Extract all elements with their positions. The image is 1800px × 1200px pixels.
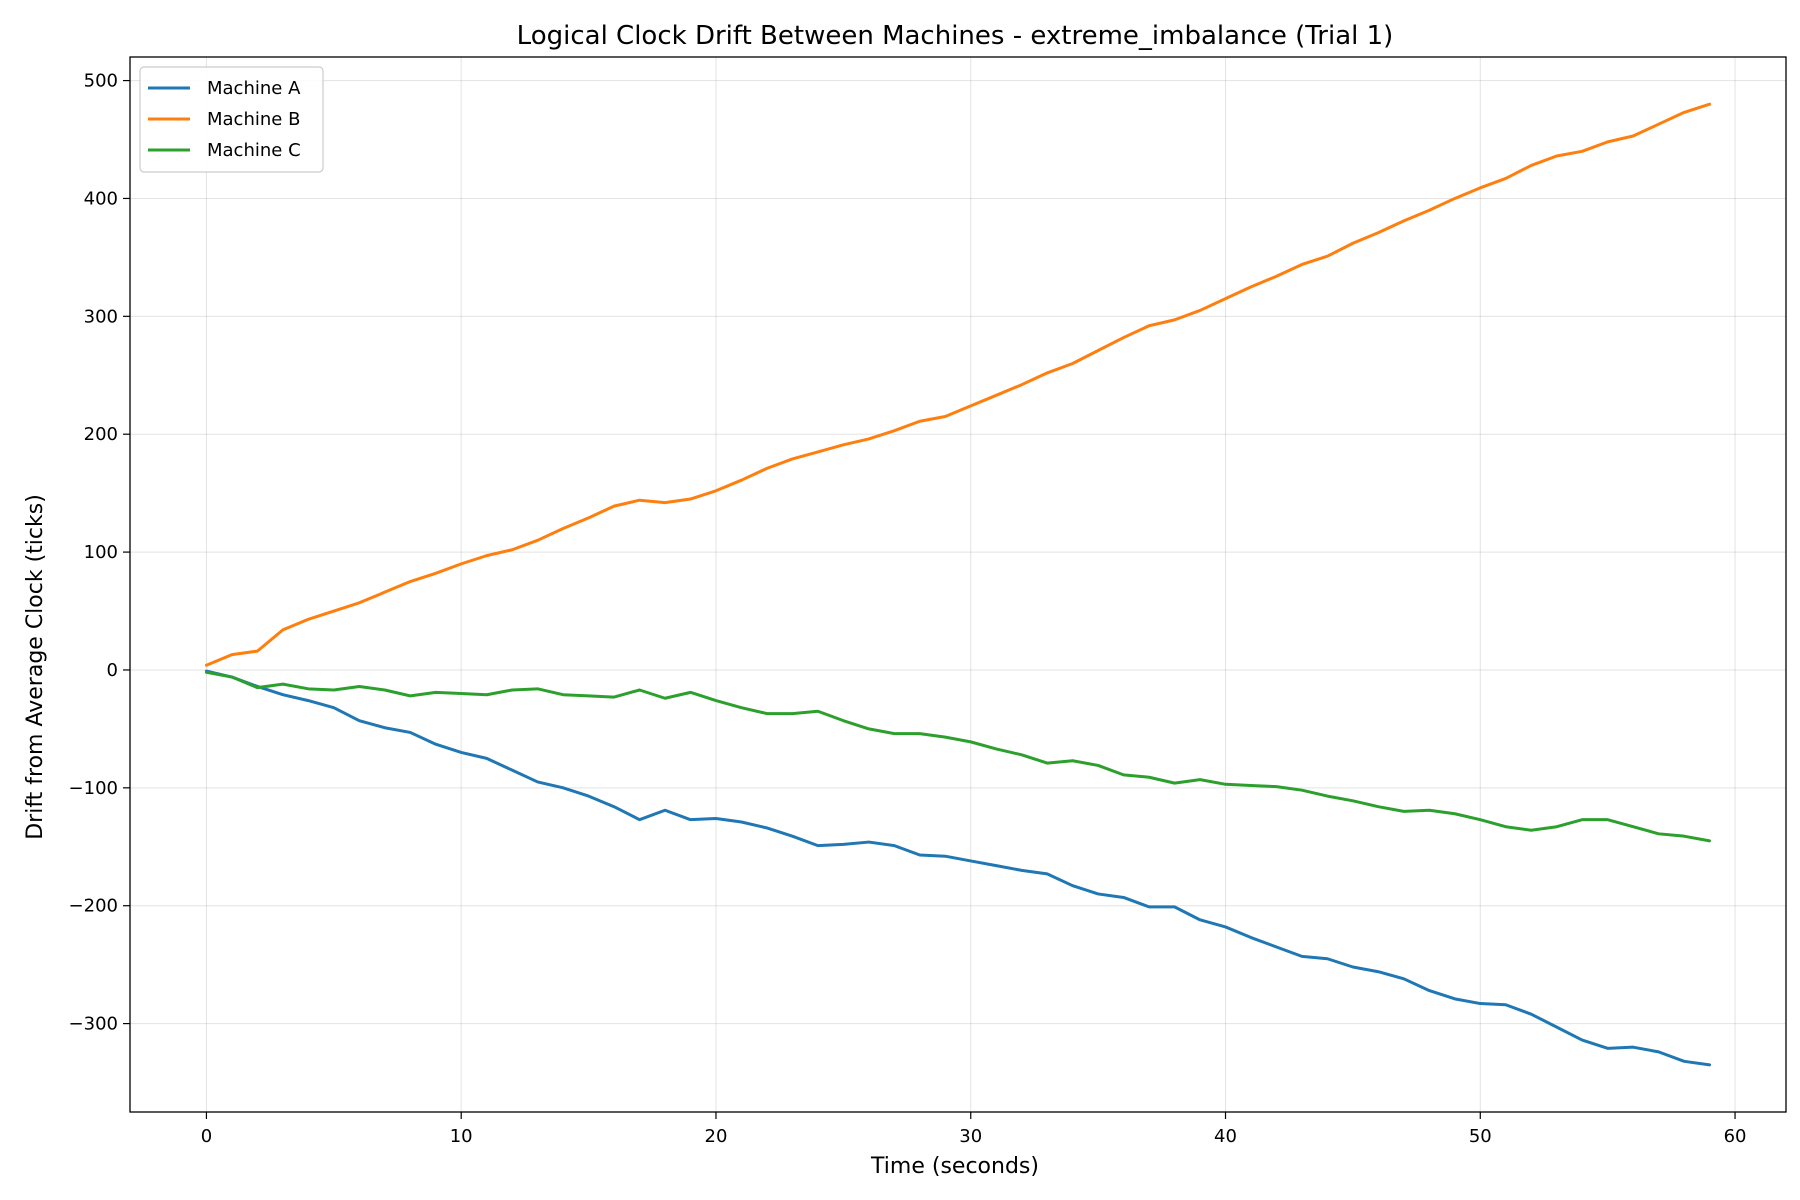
legend-label: Machine B [207,109,300,130]
y-tick-label: 300 [84,306,118,327]
y-tick-label: 0 [107,660,118,681]
legend-label: Machine C [207,140,301,161]
y-tick-label: 200 [84,424,118,445]
y-tick-label: 500 [84,71,118,92]
legend-box [139,66,324,173]
x-tick-label: 30 [959,1126,982,1147]
y-tick-label: −300 [69,1014,118,1035]
x-tick-label: 0 [201,1126,212,1147]
y-axis-label: Drift from Average Clock (ticks) [23,494,48,840]
x-tick-label: 40 [1214,1126,1237,1147]
legend: Machine A Machine B Machine C [139,66,324,173]
y-tick-label: 400 [84,188,118,209]
y-tick-label: −200 [69,896,118,917]
plot-frame [129,56,1787,1113]
x-tick-label: 50 [1469,1126,1492,1147]
series-lines [204,102,1712,1067]
series-line-machine-a [204,669,1712,1067]
series-line-machine-b [204,102,1712,667]
x-axis-label: Time (seconds) [870,1154,1039,1179]
axis-ticks: 0 10 20 30 40 50 60 −300 −200 −100 0 100 200 300 400 50… [69,71,1747,1147]
legend-label: Machine A [207,78,301,99]
series-line-machine-c [204,670,1712,843]
chart-title: Logical Clock Drift Between Machines - e… [517,21,1394,51]
x-tick-label: 10 [450,1126,473,1147]
y-tick-label: 100 [84,542,118,563]
x-tick-label: 20 [705,1126,728,1147]
grid [130,57,1786,1112]
x-tick-label: 60 [1724,1126,1747,1147]
y-tick-label: −100 [69,778,118,799]
